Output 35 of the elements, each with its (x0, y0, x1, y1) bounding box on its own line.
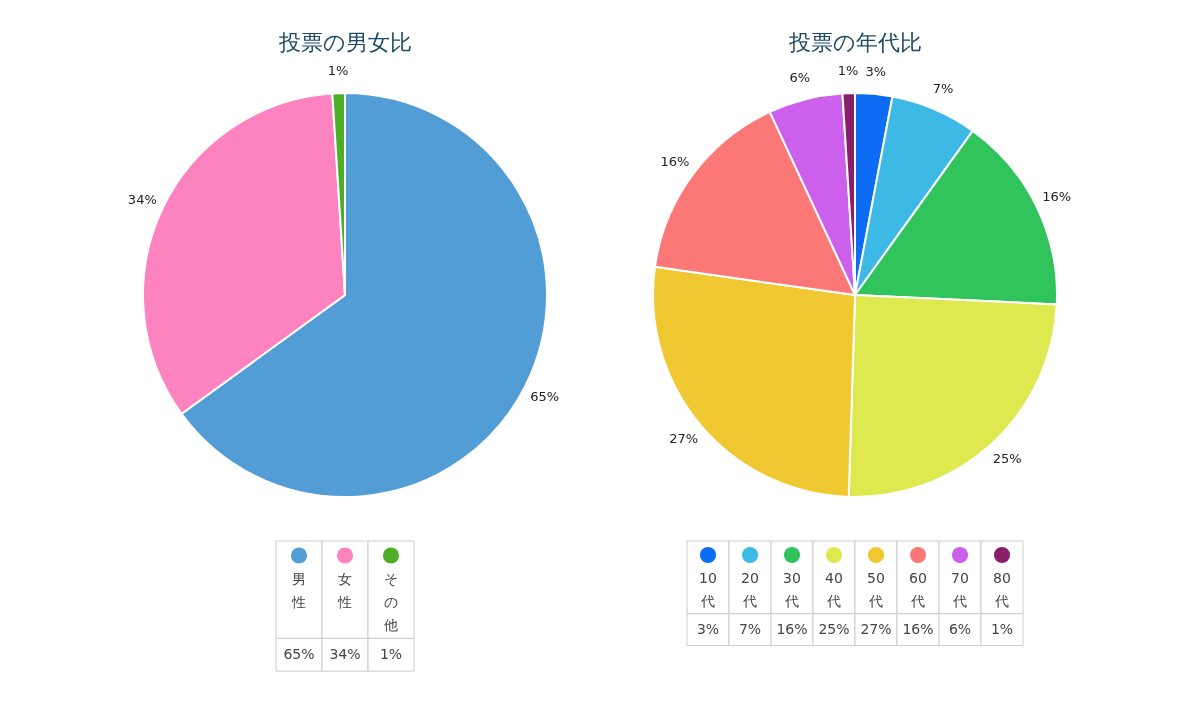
text: 7% (738, 620, 762, 637)
legend-label: 60代 (909, 569, 927, 609)
legend-label: 80代 (993, 569, 1011, 609)
data-label: 16% (660, 153, 690, 169)
data-label: 65% (530, 388, 560, 404)
text: 34% (329, 645, 361, 662)
text: 16% (902, 620, 934, 637)
text: 27% (860, 620, 892, 637)
data-label: 6% (789, 69, 811, 85)
data-label: 1% (327, 63, 349, 79)
chart-title: 投票の男女比 (277, 30, 412, 55)
chart-title: 投票の年代比 (787, 30, 922, 55)
text: 16% (776, 620, 808, 637)
legend-label: 40代 (825, 569, 843, 609)
legend-label: 30代 (783, 569, 801, 609)
text: 65% (283, 645, 315, 662)
data-label: 34% (127, 191, 157, 207)
data-label: 25% (992, 451, 1022, 467)
legend-label: 男性 (291, 570, 306, 610)
text: 1% (990, 620, 1014, 637)
legend-label: 70代 (951, 569, 969, 609)
text: 1% (379, 645, 403, 662)
legend-label: 50代 (867, 569, 885, 609)
data-label: 3% (865, 63, 887, 79)
data-label: 7% (932, 81, 954, 97)
data-label: 16% (1042, 189, 1072, 205)
data-label: 27% (669, 431, 699, 447)
data-label: 1% (837, 63, 859, 79)
text: 6% (948, 620, 972, 637)
text: 25% (818, 620, 850, 637)
legend-label: その他 (384, 570, 398, 633)
legend-label: 女性 (337, 570, 352, 610)
legend-label: 10代 (699, 569, 717, 609)
legend-label: 20代 (741, 569, 759, 609)
text: 3% (696, 620, 720, 637)
